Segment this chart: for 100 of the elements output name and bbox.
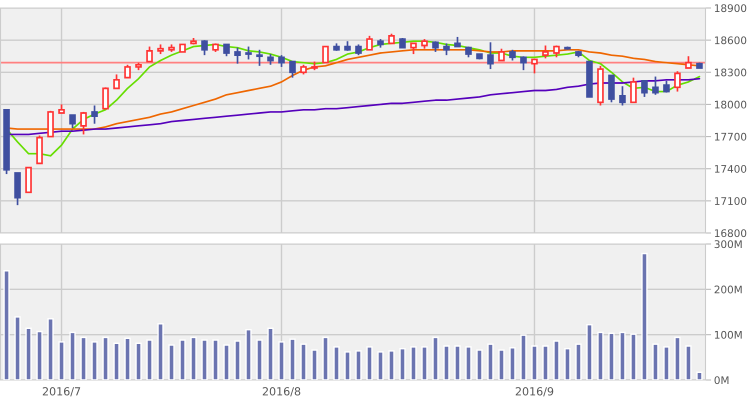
bar bbox=[531, 345, 538, 380]
candlestick bbox=[146, 46, 153, 62]
bar bbox=[168, 344, 175, 380]
candlestick bbox=[388, 32, 395, 44]
bar bbox=[223, 344, 230, 380]
candlestick bbox=[69, 114, 76, 129]
bar bbox=[311, 349, 318, 380]
bar bbox=[586, 324, 593, 380]
candlestick bbox=[344, 40, 351, 52]
bar bbox=[575, 343, 582, 380]
candlestick bbox=[91, 104, 98, 125]
candlestick bbox=[223, 44, 230, 58]
bar bbox=[80, 336, 87, 380]
candlestick bbox=[399, 37, 406, 48]
bar bbox=[69, 332, 76, 380]
bar bbox=[256, 339, 263, 380]
bar bbox=[564, 348, 571, 380]
candlestick bbox=[366, 35, 373, 51]
bar bbox=[36, 330, 43, 380]
bar bbox=[201, 339, 208, 380]
bar bbox=[3, 270, 10, 380]
bar bbox=[641, 252, 648, 380]
candlestick bbox=[685, 55, 692, 69]
candlestick bbox=[531, 58, 538, 74]
candlestick bbox=[322, 46, 329, 64]
candlestick bbox=[509, 48, 516, 62]
bar bbox=[289, 338, 296, 380]
candlestick bbox=[300, 64, 307, 76]
candlestick bbox=[289, 60, 296, 78]
bar bbox=[113, 342, 120, 380]
bar bbox=[245, 328, 252, 380]
candlestick bbox=[520, 55, 527, 71]
bar bbox=[388, 350, 395, 380]
bar bbox=[179, 339, 186, 380]
bar bbox=[322, 336, 329, 380]
bar bbox=[300, 343, 307, 380]
y-tick-label: 300M bbox=[714, 240, 742, 248]
candlestick bbox=[674, 70, 681, 92]
candlestick bbox=[234, 46, 241, 65]
bar bbox=[630, 334, 637, 380]
bar bbox=[47, 318, 54, 380]
bar bbox=[58, 341, 65, 380]
bar bbox=[234, 340, 241, 380]
bar bbox=[146, 339, 153, 380]
bar bbox=[344, 351, 351, 380]
bar bbox=[487, 343, 494, 380]
x-tick-label: 2016/7 bbox=[42, 387, 80, 396]
bar bbox=[520, 334, 527, 380]
candlestick bbox=[619, 85, 626, 106]
candlestick bbox=[245, 46, 252, 60]
bar bbox=[366, 346, 373, 380]
candlestick bbox=[487, 41, 494, 70]
bar bbox=[157, 323, 164, 380]
bar bbox=[443, 345, 450, 380]
bar bbox=[619, 332, 626, 380]
y-tick-label: 100M bbox=[714, 330, 742, 339]
candlestick bbox=[157, 44, 164, 55]
candlestick bbox=[498, 48, 505, 62]
bar bbox=[509, 347, 516, 380]
candlestick bbox=[553, 44, 560, 58]
candlestick bbox=[652, 76, 659, 96]
candlestick bbox=[608, 74, 615, 104]
bar bbox=[278, 341, 285, 380]
bar bbox=[190, 336, 197, 380]
bar bbox=[25, 328, 32, 380]
candlestick bbox=[80, 111, 87, 136]
candlestick bbox=[630, 76, 637, 104]
bar bbox=[410, 346, 417, 380]
bar bbox=[432, 336, 439, 380]
bar bbox=[355, 350, 362, 380]
bar bbox=[608, 332, 615, 380]
bar bbox=[652, 343, 659, 380]
bar bbox=[267, 328, 274, 380]
candlestick bbox=[124, 64, 131, 78]
y-tick-label: 18300 bbox=[714, 68, 746, 76]
bar bbox=[212, 339, 219, 380]
x-tick-label: 2016/8 bbox=[262, 387, 300, 396]
candlestick bbox=[421, 38, 428, 50]
bar bbox=[498, 349, 505, 380]
bar bbox=[124, 338, 131, 380]
candlestick bbox=[113, 74, 120, 90]
bar bbox=[674, 336, 681, 380]
bar bbox=[685, 345, 692, 380]
bar bbox=[476, 349, 483, 380]
y-tick-label: 17100 bbox=[714, 197, 746, 205]
candlestick bbox=[443, 42, 450, 56]
bar bbox=[465, 346, 472, 380]
bar bbox=[91, 341, 98, 380]
y-tick-label: 18900 bbox=[714, 4, 746, 12]
candlestick bbox=[410, 42, 417, 55]
y-tick-label: 200M bbox=[714, 286, 742, 294]
candlestick bbox=[102, 86, 109, 110]
y-tick-label: 18600 bbox=[714, 36, 746, 44]
bar bbox=[421, 346, 428, 380]
candlestick bbox=[641, 80, 648, 98]
bar bbox=[377, 351, 384, 380]
y-tick-label: 17700 bbox=[714, 132, 746, 141]
y-tick-label: 16800 bbox=[714, 229, 746, 238]
y-tick-label: 18000 bbox=[714, 100, 746, 109]
candlestick bbox=[465, 46, 472, 58]
